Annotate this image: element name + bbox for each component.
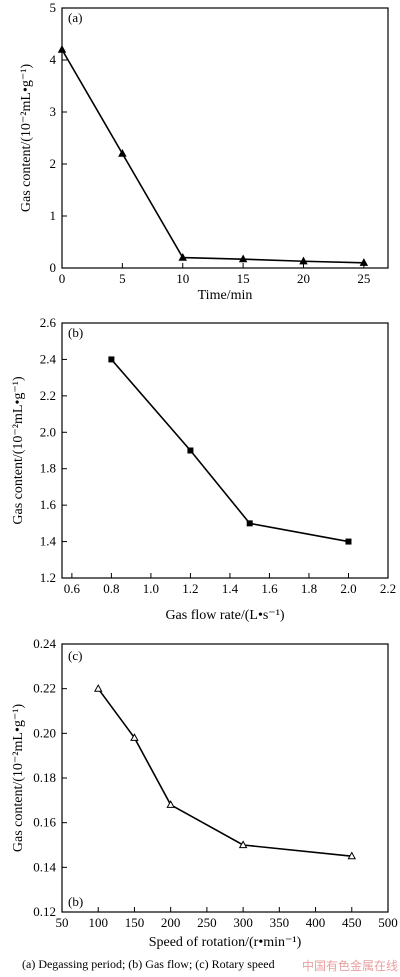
data-point-triangle <box>299 256 308 265</box>
plot-frame <box>61 322 389 579</box>
chart-panel-2: 0.6 0.8 1.0 1.2 1.4 1.6 1.8 2.0 2.2 1.2 1.4 1.6 1.8 2… <box>11 315 396 623</box>
y-tick-label: 0.16 <box>33 815 56 830</box>
series-line <box>97 688 352 857</box>
x-tick-label: 0.6 <box>64 581 81 596</box>
data-point-open-triangle <box>166 800 175 808</box>
data-point-square <box>246 520 253 527</box>
panel-label: (a) <box>68 10 82 25</box>
y-tick-label: 2.4 <box>40 351 57 366</box>
y-tick-label: 2.6 <box>40 315 57 330</box>
y-tick-label: 0.12 <box>33 904 56 919</box>
x-tick-label: 0.8 <box>103 581 119 596</box>
y-tick-label: 2.2 <box>40 388 56 403</box>
x-tick-label: 200 <box>161 915 181 930</box>
x-tick-label: 400 <box>306 915 326 930</box>
y-axis-title: Gas content/(10⁻²mL•g⁻¹) <box>11 704 26 853</box>
x-tick-label: 5 <box>119 271 126 286</box>
x-tick-label: 50 <box>56 915 69 930</box>
y-tick-label: 2 <box>50 156 57 171</box>
x-tick-label: 25 <box>357 271 370 286</box>
y-tick-label: 2.0 <box>40 424 56 439</box>
chart-panel-3: 50 100 150 200 250 300 350 400 450 500 0.12 0.14 0.1… <box>11 636 398 950</box>
chart-panel-1: 0 5 10 15 20 25 0 1 2 3 4 5 Time/min Gas content/(10⁻… <box>19 0 389 303</box>
x-tick-label: 1.4 <box>222 581 239 596</box>
x-tick-label: 1.6 <box>261 581 278 596</box>
y-tick-label: 1.2 <box>40 570 56 585</box>
data-point-open-triangle <box>93 684 103 692</box>
series-line <box>110 358 349 543</box>
y-tick-label: 0 <box>50 260 57 275</box>
x-axis-title: Speed of rotation/(r•min⁻¹) <box>149 935 302 950</box>
x-tick-label: 20 <box>297 271 310 286</box>
y-tick-label: 3 <box>50 104 57 119</box>
panel-secondary-label: (b) <box>68 894 83 909</box>
panel-label: (b) <box>68 325 83 340</box>
y-axis-title: Gas content/(10⁻²mL•g⁻¹) <box>11 376 26 525</box>
data-point-open-triangle <box>347 851 357 860</box>
data-point-square <box>187 447 194 454</box>
x-tick-label: 500 <box>378 915 398 930</box>
x-axis-title: Time/min <box>198 288 253 303</box>
data-point-open-triangle <box>238 840 248 849</box>
data-point-triangle <box>359 258 369 266</box>
x-tick-label: 2.0 <box>340 581 356 596</box>
y-tick-label: 5 <box>50 0 57 15</box>
data-point-triangle <box>118 148 127 157</box>
x-tick-label: 15 <box>237 271 250 286</box>
y-tick-label: 1.4 <box>40 534 57 549</box>
y-tick-label: 0.18 <box>33 770 56 785</box>
x-tick-label: 0 <box>59 271 66 286</box>
y-tick-label: 0.24 <box>33 636 56 651</box>
data-point-square <box>108 356 115 363</box>
x-tick-label: 100 <box>88 915 108 930</box>
plot-frame <box>61 7 389 269</box>
y-tick-label: 1.6 <box>40 497 57 512</box>
y-tick-label: 0.20 <box>33 725 56 740</box>
x-tick-label: 1.2 <box>182 581 198 596</box>
y-tick-label: 0.14 <box>33 859 56 874</box>
y-tick-label: 1.8 <box>40 461 56 476</box>
x-tick-label: 1.0 <box>143 581 159 596</box>
data-point-triangle <box>178 252 187 261</box>
x-tick-label: 350 <box>270 915 290 930</box>
y-tick-label: 4 <box>50 52 57 67</box>
x-axis-title: Gas flow rate/(L•s⁻¹) <box>165 608 284 623</box>
y-tick-label: 1 <box>50 208 57 223</box>
data-point-open-triangle <box>130 733 139 741</box>
x-tick-label: 2.2 <box>380 581 396 596</box>
data-point-triangle <box>238 254 248 263</box>
x-tick-label: 150 <box>125 915 145 930</box>
x-tick-label: 450 <box>342 915 362 930</box>
x-tick-label: 10 <box>176 271 189 286</box>
data-point-triangle <box>57 44 67 53</box>
x-tick-label: 250 <box>197 915 217 930</box>
plot-frame <box>61 643 389 913</box>
y-tick-label: 0.22 <box>33 681 56 696</box>
x-tick-label: 300 <box>233 915 253 930</box>
series-line <box>61 49 364 264</box>
data-point-square <box>345 538 352 545</box>
y-axis-title: Gas content/(10⁻²mL•g⁻¹) <box>19 64 34 213</box>
x-tick-label: 1.8 <box>301 581 317 596</box>
figure-caption: (a) Degassing period; (b) Gas flow; (c) … <box>22 957 275 971</box>
watermark-text: 中国有色金属在线 <box>302 958 398 973</box>
panel-label: (c) <box>68 648 82 663</box>
